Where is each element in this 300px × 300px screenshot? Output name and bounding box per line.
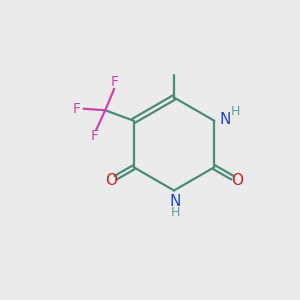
Text: F: F (110, 75, 118, 89)
Text: H: H (231, 105, 240, 118)
Text: F: F (73, 102, 81, 116)
Text: N: N (170, 194, 181, 209)
Text: F: F (91, 129, 99, 143)
Text: H: H (171, 206, 180, 219)
Text: O: O (231, 173, 243, 188)
Text: O: O (105, 173, 117, 188)
Text: N: N (220, 112, 231, 127)
